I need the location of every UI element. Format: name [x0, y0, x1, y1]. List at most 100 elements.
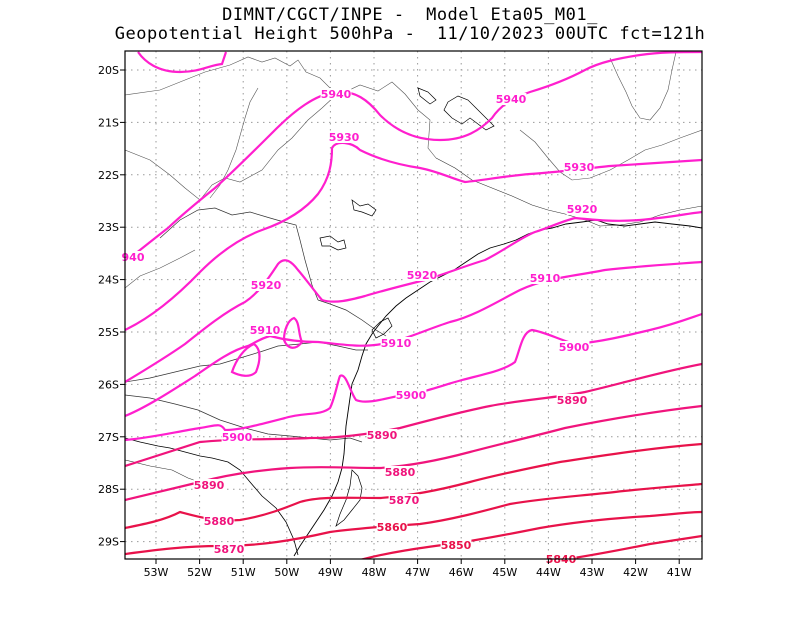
y-tick-label: 26S: [98, 378, 119, 391]
contour-label-bg: [384, 466, 416, 478]
contour-label-bg: [529, 272, 561, 284]
reservoir: [417, 87, 437, 105]
contour-label: 5890: [367, 429, 398, 442]
x-tick-label: 52W: [187, 566, 212, 579]
contour-label: 5900: [559, 341, 590, 354]
axis-ticks: [120, 69, 680, 564]
contour-label: 5850: [441, 539, 472, 552]
x-tick-label: 51W: [231, 566, 256, 579]
country-border: [125, 437, 299, 556]
contour-5900: [125, 312, 702, 442]
contour-label-bg: [376, 521, 408, 533]
contour-label-bg: [388, 494, 420, 506]
contour-5930: [125, 141, 702, 331]
state-border: [519, 129, 702, 181]
contour-labels: 5940 5940 940 5930 5930 5920 5920 5920 5910 5910 5…: [121, 88, 598, 566]
x-tick-label: 49W: [318, 566, 343, 579]
reservoir: [443, 95, 495, 131]
y-tick-label: 27S: [98, 431, 119, 444]
contour-label-bg: [406, 269, 438, 281]
state-border: [609, 51, 677, 121]
contour-label: 5860: [377, 521, 408, 534]
contour-label: 5940: [321, 88, 352, 101]
contour-label: 5930: [329, 131, 360, 144]
x-tick-label: 48W: [362, 566, 387, 579]
state-border: [125, 95, 336, 201]
contour-5940-nw: [137, 51, 228, 74]
contour-label-bg: [221, 431, 253, 443]
graticule: [125, 51, 702, 559]
state-border: [209, 87, 259, 199]
contour-label: 5940: [496, 93, 527, 106]
y-tick-label: 23S: [98, 221, 119, 234]
contour-label: 5900: [396, 389, 427, 402]
map-title: DIMNT/CGCT/INPE - Model Eta05_M01_ Geopo…: [0, 6, 800, 44]
y-axis-labels: 20S 21S 22S 23S 24S 25S 26S 27S 28S 29S: [98, 64, 119, 549]
contour-label: 5890: [194, 479, 225, 492]
contour-label-bg: [558, 341, 590, 353]
contour-label-bg: [566, 203, 598, 215]
bay: [371, 317, 393, 339]
y-tick-label: 25S: [98, 326, 119, 339]
state-border: [125, 249, 196, 289]
contour-label: 5920: [251, 279, 282, 292]
contour-label: 5890: [557, 394, 588, 407]
y-tick-label: 20S: [98, 64, 119, 77]
contour-label: 940: [122, 251, 145, 264]
x-tick-label: 43W: [580, 566, 605, 579]
contour-5890: [125, 362, 702, 468]
x-tick-label: 44W: [536, 566, 561, 579]
contour-label: 5910: [530, 272, 561, 285]
contour-label-bg: [495, 93, 527, 105]
x-tick-label: 46W: [449, 566, 474, 579]
contour-5840: [559, 534, 702, 559]
y-tick-label: 21S: [98, 116, 119, 129]
y-tick-label: 29S: [98, 536, 119, 549]
contour-5910-loop: [282, 316, 304, 349]
y-tick-label: 22S: [98, 169, 119, 182]
x-tick-label: 41W: [667, 566, 692, 579]
contour-5850: [359, 510, 702, 559]
contour-label-bg: [320, 88, 352, 100]
contour-label: 5870: [214, 543, 245, 556]
contour-label: 5910: [250, 324, 281, 337]
contour-5940: [125, 51, 702, 263]
contour-label-bg: [395, 389, 427, 401]
contour-label-bg: [366, 429, 398, 441]
y-tick-label: 24S: [98, 274, 119, 287]
contour-label-bg: [193, 479, 225, 491]
x-tick-label: 45W: [492, 566, 517, 579]
contour-5920: [125, 210, 702, 383]
reservoir: [319, 235, 347, 251]
state-border: [317, 299, 387, 337]
contour-label: 5920: [407, 269, 438, 282]
contour-label: 5930: [564, 161, 595, 174]
contour-label-bg: [380, 337, 412, 349]
y-tick-label: 28S: [98, 483, 119, 496]
x-tick-label: 42W: [623, 566, 648, 579]
contour-label-bg: [249, 324, 281, 336]
contour-5910: [125, 260, 702, 418]
state-border: [435, 157, 702, 227]
plot-frame: [124, 50, 703, 560]
contour-label: 5880: [204, 515, 235, 528]
contour-label-bg: [440, 539, 472, 551]
title-line-2: Geopotential Height 500hPa - 11/10/2023 …: [114, 24, 706, 44]
contour-label: 5870: [389, 494, 420, 507]
contour-label-bg: [203, 515, 235, 527]
x-tick-label: 50W: [274, 566, 299, 579]
contour-label: 5880: [385, 466, 416, 479]
contour-label: 5920: [567, 203, 598, 216]
contour-label-bg: [328, 131, 360, 143]
state-border: [125, 56, 437, 159]
lagoon: [335, 469, 363, 527]
reservoir: [351, 199, 377, 217]
contour-label-bg: [250, 279, 282, 291]
contour-label-bg: [563, 161, 595, 173]
contour-label: 5910: [381, 337, 412, 350]
state-border: [125, 394, 363, 443]
contour-label-bg: [121, 251, 145, 263]
contour-label-bg: [556, 394, 588, 406]
contour-label: 5900: [222, 431, 253, 444]
